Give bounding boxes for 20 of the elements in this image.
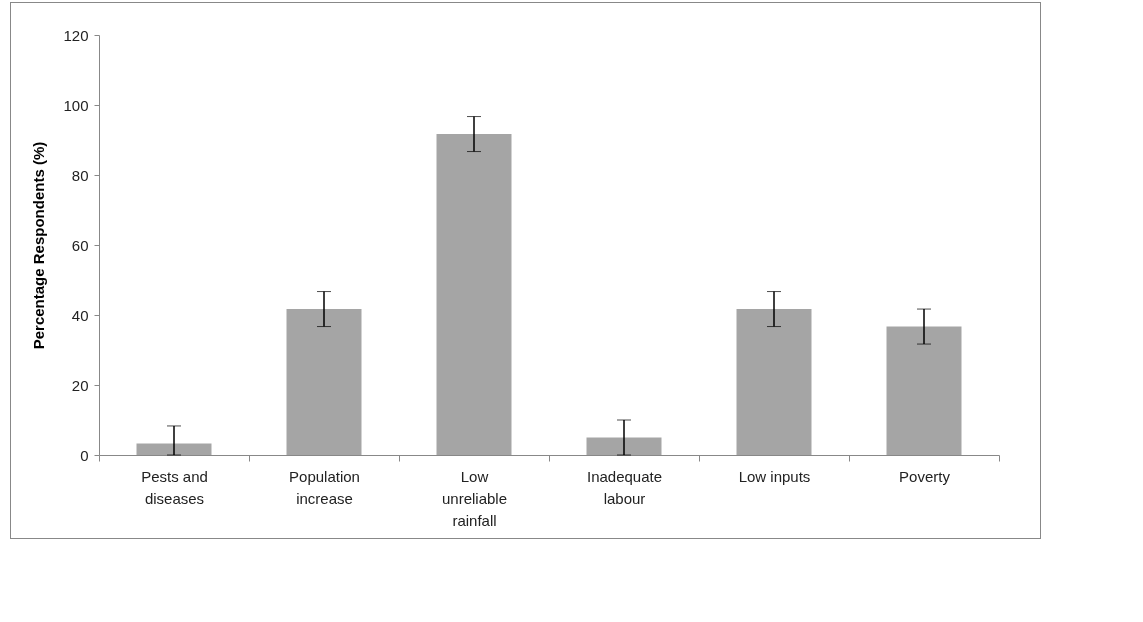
- y-tick-label: 0: [80, 446, 89, 464]
- x-tick-label: Pests and diseases: [141, 467, 208, 507]
- bar: [736, 309, 812, 455]
- y-tick-label: 60: [71, 236, 89, 254]
- x-tick-label: Population increase: [289, 467, 360, 507]
- y-tick-label: 80: [71, 166, 89, 184]
- y-tick-label: 100: [63, 96, 89, 114]
- x-tick-label: Low inputs: [738, 467, 811, 485]
- x-tick-label: Inadequate labour: [586, 467, 663, 507]
- bar: [586, 437, 662, 455]
- x-tick-label: Low unreliable rainfall: [441, 467, 508, 529]
- y-tick-label: 40: [71, 306, 89, 324]
- x-tick-label: Poverty: [899, 467, 951, 485]
- y-tick-label: 120: [63, 26, 89, 44]
- y-tick-label: 20: [71, 376, 89, 394]
- bar: [286, 309, 362, 455]
- bar: [436, 134, 512, 455]
- bar: [886, 326, 962, 455]
- bar: [136, 443, 212, 455]
- y-axis-title: Percentage Respondents (%): [30, 141, 48, 350]
